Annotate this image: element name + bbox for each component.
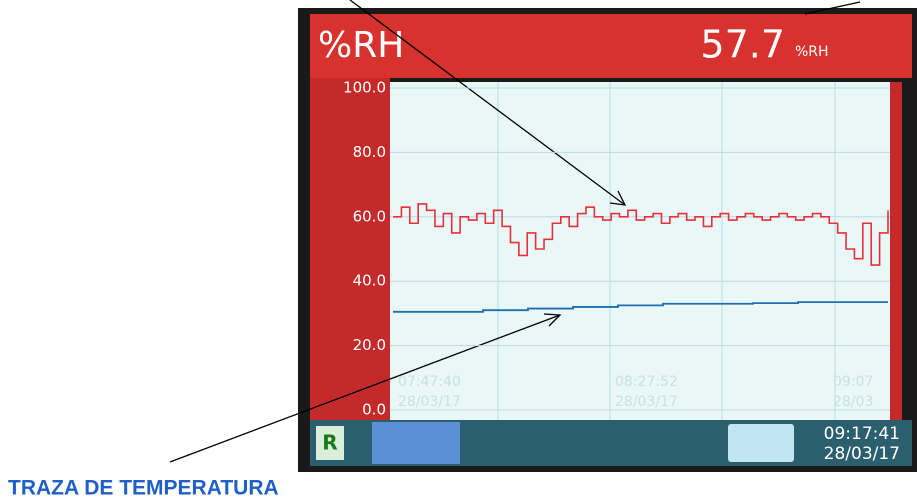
annotation: TRAZA DE TEMPERATURA: [8, 477, 279, 499]
unit: %RH: [795, 44, 829, 60]
x-date-label: 28/03/17: [615, 394, 678, 410]
x-time-label: 08:27:52: [615, 374, 678, 390]
y-axis-panel: [310, 78, 390, 420]
y-tick-label: 80.0: [353, 143, 386, 161]
footer-time: 09:17:41: [824, 424, 900, 444]
right-edge: [890, 82, 902, 420]
y-tick-label: 40.0: [353, 272, 386, 290]
status-box-2: [728, 424, 794, 462]
x-date-label: 28/03: [833, 394, 873, 410]
footer-icon: R: [322, 431, 337, 455]
y-tick-label: 100.0: [343, 79, 386, 97]
plot-area: [390, 82, 900, 420]
y-tick-label: 20.0: [353, 336, 386, 354]
x-date-label: 28/03/17: [398, 394, 461, 410]
y-tick-label: 0.0: [362, 401, 386, 419]
x-time-label: 09:07: [833, 374, 873, 390]
status-box: [372, 422, 460, 464]
y-tick-label: 60.0: [353, 207, 386, 225]
x-time-label: 07:47:40: [398, 374, 461, 390]
screenshot: %RH 57.7 %RH R 09:17:41 28/03/17 TRAZA D…: [0, 0, 917, 499]
footer-date: 28/03/17: [824, 444, 900, 464]
current-value: 57.7: [700, 23, 785, 67]
